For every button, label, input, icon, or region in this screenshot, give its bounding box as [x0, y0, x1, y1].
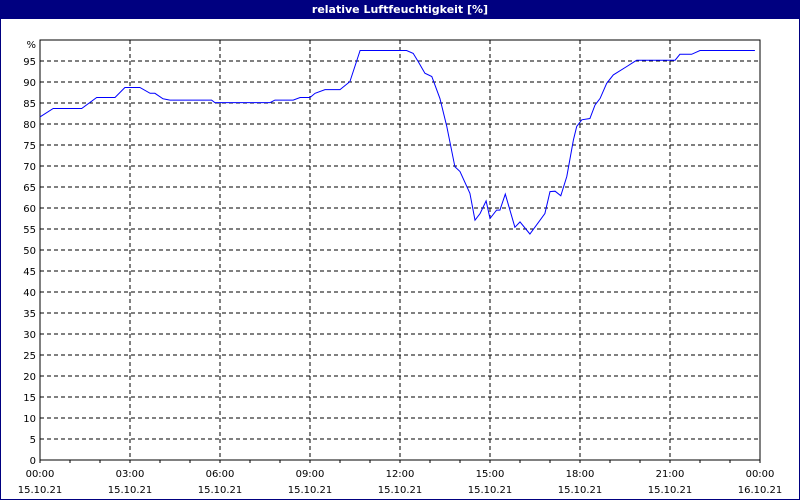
humidity-line: [39, 50, 755, 235]
y-tick-label: 0: [30, 456, 36, 467]
x-tick-date: 15.10.21: [468, 485, 513, 496]
y-tick-label: 40: [23, 288, 36, 299]
y-tick-label: 30: [23, 330, 36, 341]
y-tick-label: 90: [23, 78, 36, 89]
x-tick-time: 12:00: [386, 469, 415, 480]
y-tick-label: 35: [23, 309, 36, 320]
chart-title: relative Luftfeuchtigkeit [%]: [1, 1, 799, 19]
y-tick-label: 70: [23, 162, 36, 173]
x-tick-time: 06:00: [206, 469, 235, 480]
x-tick-time: 15:00: [476, 469, 505, 480]
y-tick-label: 95: [23, 57, 36, 68]
x-tick-date: 15.10.21: [648, 485, 693, 496]
y-tick-label: 55: [23, 225, 36, 236]
x-tick-date: 15.10.21: [108, 485, 153, 496]
x-tick-time: 03:00: [116, 469, 145, 480]
y-tick-label: 20: [23, 372, 36, 383]
y-tick-label: 80: [23, 120, 36, 131]
y-tick-label: 65: [23, 183, 36, 194]
y-tick-label: 5: [30, 435, 36, 446]
y-tick-label: 50: [23, 246, 36, 257]
y-unit-label: %: [26, 40, 36, 51]
y-tick-label: 85: [23, 99, 36, 110]
x-tick-date: 15.10.21: [378, 485, 423, 496]
y-tick-label: 45: [23, 267, 36, 278]
x-tick-time: 00:00: [26, 469, 55, 480]
y-tick-label: 75: [23, 141, 36, 152]
plot-frame: [39, 39, 761, 461]
y-tick-label: 60: [23, 204, 36, 215]
x-tick-time: 00:00: [746, 469, 775, 480]
x-tick-date: 15.10.21: [198, 485, 243, 496]
x-tick-date: 15.10.21: [18, 485, 63, 496]
y-tick-label: 10: [23, 414, 36, 425]
y-tick-label: 15: [23, 393, 36, 404]
x-tick-time: 21:00: [656, 469, 685, 480]
x-tick-date: 16.10.21: [738, 485, 783, 496]
x-tick-date: 15.10.21: [558, 485, 603, 496]
x-tick-date: 15.10.21: [288, 485, 333, 496]
x-tick-time: 09:00: [296, 469, 325, 480]
x-tick-time: 18:00: [566, 469, 595, 480]
y-tick-label: 25: [23, 351, 36, 362]
